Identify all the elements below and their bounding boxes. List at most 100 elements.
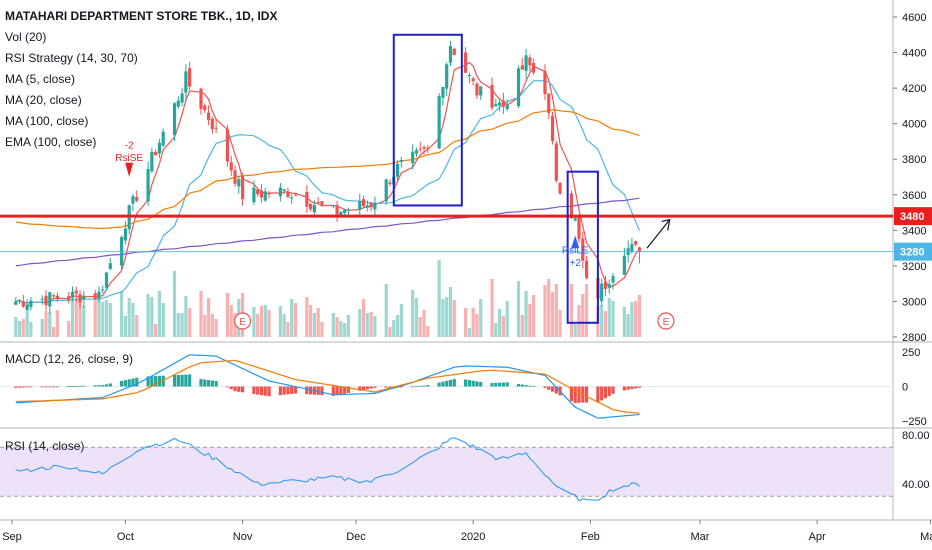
volume-bar bbox=[21, 319, 25, 337]
macd-histogram-bar bbox=[516, 384, 521, 387]
volume-bar bbox=[547, 279, 551, 337]
volume-bar bbox=[146, 294, 150, 337]
x-tick-label: Apr bbox=[809, 531, 826, 543]
macd-histogram-bar bbox=[29, 386, 33, 388]
ma100-line bbox=[15, 197, 640, 267]
candle-body bbox=[282, 189, 286, 191]
macd-histogram-bar bbox=[229, 386, 233, 390]
macd-histogram-bar bbox=[573, 386, 577, 404]
macd-histogram-bar bbox=[206, 380, 211, 387]
macd-histogram-bar bbox=[184, 374, 188, 387]
candle-body bbox=[464, 52, 468, 73]
rsi-line bbox=[15, 437, 640, 502]
candle-body bbox=[573, 218, 577, 221]
volume-bar bbox=[104, 300, 109, 337]
volume-bar bbox=[214, 319, 218, 337]
macd-histogram-bar bbox=[203, 379, 207, 387]
volume-bar bbox=[180, 313, 184, 337]
macd-histogram-bar bbox=[233, 386, 237, 392]
volume-bar bbox=[55, 310, 59, 337]
volume-bar bbox=[157, 291, 162, 337]
macd-histogram-bar bbox=[505, 382, 509, 387]
ma20-line bbox=[15, 80, 641, 304]
macd-histogram-bar bbox=[600, 386, 604, 401]
legend-ema100: EMA (100, close) bbox=[5, 135, 97, 149]
macd-histogram-bar bbox=[464, 379, 468, 387]
macd-histogram-bar bbox=[373, 386, 377, 388]
volume-bar bbox=[373, 316, 377, 337]
volume-bar bbox=[154, 324, 158, 337]
macd-histogram-bar bbox=[214, 380, 218, 387]
candle-body bbox=[600, 283, 604, 302]
candle-body bbox=[611, 276, 615, 283]
macd-histogram-bar bbox=[305, 386, 309, 395]
macd-histogram-bar bbox=[14, 386, 18, 388]
volume-bar bbox=[331, 313, 335, 337]
signal-label: -2 bbox=[125, 141, 134, 152]
volume-bar bbox=[97, 299, 101, 337]
macd-histogram-bar bbox=[97, 385, 101, 387]
signal-label: RsiSE bbox=[115, 153, 143, 164]
candle-body bbox=[286, 192, 290, 198]
volume-bar bbox=[67, 321, 71, 337]
volume-bar bbox=[418, 317, 422, 337]
y-tick-label: 4200 bbox=[902, 83, 926, 95]
macd-histogram-bar bbox=[176, 374, 180, 387]
macd-histogram-bar bbox=[154, 376, 158, 387]
macd-histogram-bar bbox=[278, 386, 282, 396]
candle-body bbox=[161, 131, 165, 146]
candle-body bbox=[309, 203, 313, 210]
volume-bar bbox=[312, 313, 316, 337]
macd-histogram-bar bbox=[547, 386, 551, 390]
volume-bars bbox=[14, 260, 642, 337]
candle-body bbox=[358, 201, 362, 210]
x-tick-label: May bbox=[920, 531, 932, 543]
candle-body bbox=[237, 179, 241, 187]
macd-histogram-bar bbox=[157, 375, 162, 387]
volume-bar bbox=[411, 290, 415, 337]
volume-bar bbox=[445, 297, 449, 337]
macd-histogram-bar bbox=[17, 386, 22, 388]
legend-ma5: MA (5, close) bbox=[5, 72, 76, 86]
candle-body bbox=[21, 301, 25, 307]
candle-body bbox=[17, 299, 22, 302]
volume-bar bbox=[600, 305, 604, 337]
macd-histogram-bar bbox=[637, 386, 642, 388]
volume-bar bbox=[584, 284, 589, 337]
macd-histogram-bar bbox=[569, 386, 574, 402]
candle-body bbox=[543, 70, 547, 95]
candle-body bbox=[437, 96, 441, 149]
candle-body bbox=[51, 295, 56, 297]
volume-bar bbox=[448, 287, 453, 337]
legend-ma100: MA (100, close) bbox=[5, 114, 89, 128]
earnings-marker bbox=[657, 312, 675, 330]
volume-bar bbox=[384, 284, 388, 337]
candle-body bbox=[343, 209, 347, 214]
volume-bar bbox=[464, 308, 468, 337]
candle-body bbox=[67, 296, 71, 301]
volume-bar bbox=[252, 307, 256, 337]
macd-histogram-bar bbox=[339, 386, 343, 395]
volume-bar bbox=[290, 299, 294, 337]
volume-bar bbox=[184, 296, 188, 337]
signal-label: +2 bbox=[570, 258, 582, 269]
rsi-tick-label: 80.00 bbox=[902, 430, 930, 442]
candle-body bbox=[516, 68, 521, 107]
volume-bar bbox=[320, 322, 324, 337]
macd-histogram-bar bbox=[44, 386, 48, 388]
candle-body bbox=[48, 292, 52, 307]
candle-body bbox=[339, 211, 343, 216]
volume-bar bbox=[229, 305, 233, 337]
candle-body bbox=[78, 294, 82, 303]
candle-body bbox=[528, 57, 532, 66]
candle-body bbox=[263, 191, 267, 201]
volume-bar bbox=[29, 322, 33, 337]
volume-bar bbox=[532, 295, 536, 337]
legend-macd: MACD (12, 26, close, 9) bbox=[5, 352, 134, 366]
volume-bar bbox=[361, 299, 366, 337]
candle-body bbox=[154, 151, 158, 156]
volume-bar bbox=[543, 285, 547, 337]
volume-bar bbox=[339, 321, 343, 337]
macd-histogram-bar bbox=[520, 384, 524, 387]
x-tick-label: Dec bbox=[346, 531, 366, 543]
